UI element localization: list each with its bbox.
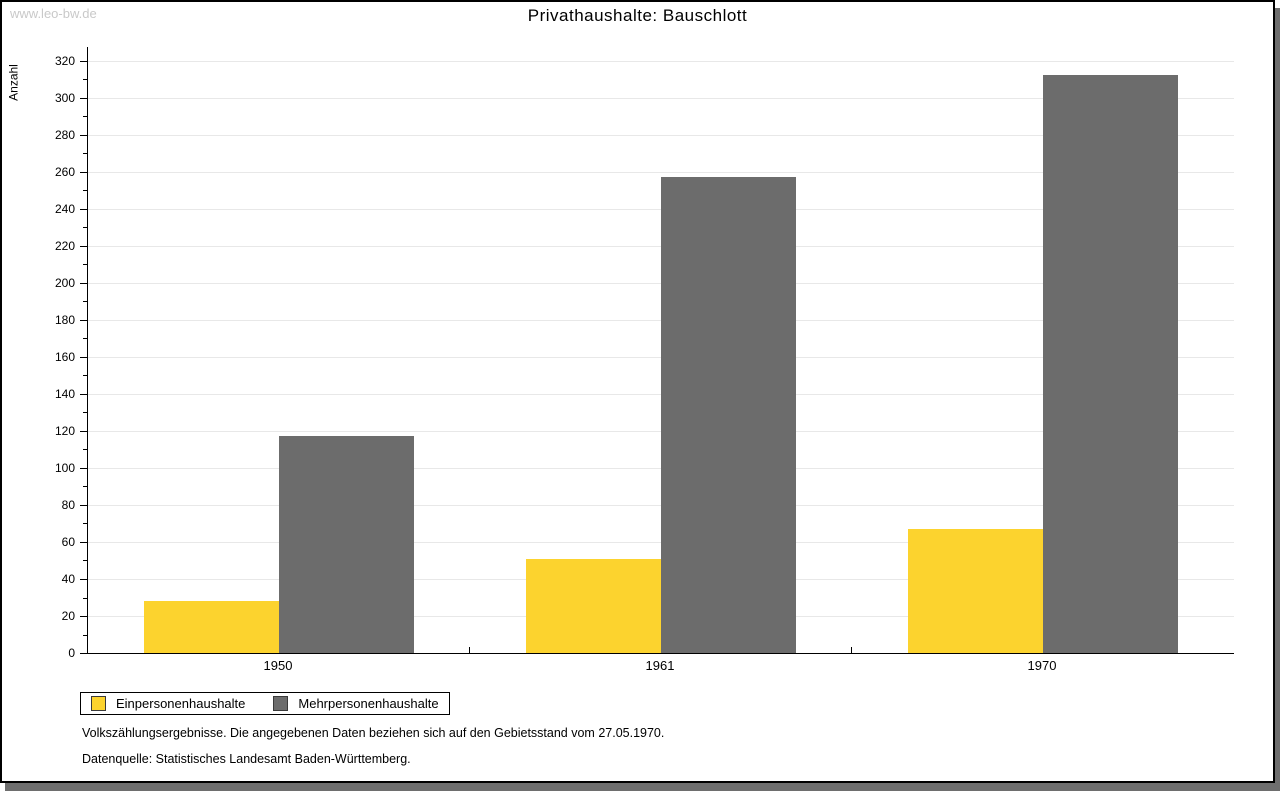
x-axis-tick [851, 647, 852, 654]
bar-mehrpersonenhaushalte [279, 436, 414, 653]
watermark: www.leo-bw.de [10, 6, 97, 21]
y-axis-major-tick [80, 97, 87, 99]
legend-item: Mehrpersonenhaushalte [273, 696, 439, 711]
y-axis-tick-label: 100 [54, 460, 75, 475]
y-axis-tick-label: 300 [54, 90, 75, 105]
x-axis-label: 1970 [1027, 658, 1057, 673]
y-axis-title: Anzahl [6, 64, 21, 101]
y-axis-minor-tick [83, 79, 87, 80]
y-axis-tick-label: 40 [61, 571, 75, 586]
y-axis-major-tick [80, 578, 87, 580]
bar-mehrpersonenhaushalte [661, 177, 796, 653]
y-axis-major-tick [80, 393, 87, 395]
legend-swatch-einpersonenhaushalte [91, 696, 106, 711]
y-axis-minor-tick [83, 634, 87, 636]
y-axis-major-tick [80, 430, 87, 432]
x-axis-tick [469, 647, 470, 654]
y-gridline [88, 60, 1234, 62]
y-axis-minor-tick [83, 338, 87, 340]
y-axis-major-tick [80, 616, 87, 617]
y-axis-minor-tick [83, 412, 87, 414]
y-axis-minor-tick [83, 597, 87, 599]
chart-title: Privathaushalte: Bauschlott [527, 6, 748, 25]
y-gridline [88, 97, 1234, 99]
x-axis-label: 1961 [645, 658, 675, 673]
y-axis-major-tick [80, 356, 87, 358]
y-axis-minor-tick [83, 449, 87, 451]
y-axis-tick-label: 140 [54, 386, 75, 401]
legend-item: Einpersonenhaushalte [91, 696, 245, 711]
legend-swatch-mehrpersonenhaushalte [273, 696, 289, 711]
x-axis-label: 1950 [263, 658, 293, 673]
legend-label: Einpersonenhaushalte [116, 696, 246, 711]
bar-einpersonenhaushalte [908, 528, 1043, 653]
y-axis-major-tick [80, 653, 87, 654]
footnote-source-note: Volkszählungsergebnisse. Die angegebenen… [82, 726, 665, 740]
y-axis-tick-label: 20 [61, 609, 75, 623]
y-axis-minor-tick [83, 227, 87, 229]
y-axis-minor-tick [83, 301, 87, 303]
y-axis-minor-tick [83, 375, 87, 377]
y-axis-major-tick [80, 282, 87, 284]
y-axis-tick-label: 0 [68, 646, 75, 660]
y-axis-major-tick [80, 208, 87, 210]
y-axis-minor-tick [83, 190, 87, 192]
y-axis-major-tick [80, 504, 87, 506]
y-axis-major-tick [80, 60, 87, 62]
y-axis-tick-label: 220 [54, 238, 75, 253]
y-axis-minor-tick [83, 153, 87, 155]
y-axis-minor-tick [83, 486, 87, 488]
y-axis-major-tick [80, 171, 87, 173]
plot-area [87, 47, 1234, 654]
y-axis-tick-label: 180 [54, 312, 75, 327]
y-axis-tick-label: 280 [54, 127, 75, 142]
y-axis-minor-tick [83, 560, 87, 562]
y-axis-tick-label: 60 [61, 534, 75, 549]
y-axis-major-tick [80, 134, 87, 136]
legend-box: Einpersonenhaushalte Mehrpersonenhaushalt… [80, 692, 450, 715]
legend-label: Mehrpersonenhaushalte [298, 696, 439, 711]
y-axis-tick-label: 80 [61, 497, 75, 512]
y-axis-tick-label: 320 [54, 53, 75, 68]
y-axis-major-tick [80, 319, 87, 321]
y-axis-major-tick [80, 541, 87, 543]
y-gridline [88, 134, 1234, 136]
bar-einpersonenhaushalte [144, 601, 279, 653]
y-axis-tick-label: 160 [54, 349, 75, 364]
y-axis-minor-tick [83, 116, 87, 117]
y-axis-minor-tick [83, 264, 87, 266]
y-axis-tick-label: 120 [54, 423, 75, 438]
y-axis-tick-label: 200 [54, 275, 75, 290]
bar-mehrpersonenhaushalte [1043, 75, 1178, 653]
y-axis-tick-label: 240 [54, 201, 75, 216]
y-axis-minor-tick [83, 523, 87, 525]
y-axis-tick-label: 260 [54, 164, 75, 179]
y-gridline [88, 171, 1234, 173]
y-axis-major-tick [80, 245, 87, 247]
footnote-data-source: Datenquelle: Statistisches Landesamt Bad… [82, 752, 411, 766]
y-axis-major-tick [80, 467, 87, 469]
bar-einpersonenhaushalte [526, 558, 661, 653]
